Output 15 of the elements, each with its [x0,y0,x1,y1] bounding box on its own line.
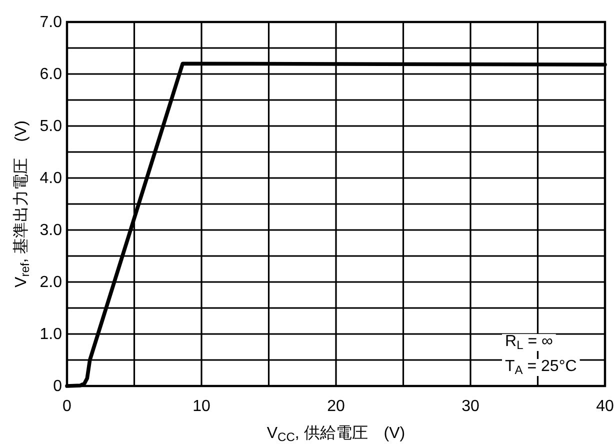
x-tick-label: 10 [192,398,210,415]
x-tick-label: 40 [596,398,614,415]
y-tick-label: 4.0 [40,170,62,187]
y-tick-label: 1.0 [40,326,62,343]
x-axis-title: V$_{CC}$, 供給電圧 (V) [266,425,406,444]
y-tick-label: 5.0 [40,118,62,135]
y-tick-label: 3.0 [40,222,62,239]
x-tick-label: 20 [327,398,345,415]
annotation: T$_{A}$ = 25°C [505,358,577,377]
y-tick-label: 7.0 [40,14,62,31]
y-tick-label: 6.0 [40,66,62,83]
annotation: R$_{L}$ = ∞ [505,333,553,352]
y-tick-label: 2.0 [40,274,62,291]
x-tick-label: 30 [462,398,480,415]
y-tick-label: 0 [53,378,62,395]
